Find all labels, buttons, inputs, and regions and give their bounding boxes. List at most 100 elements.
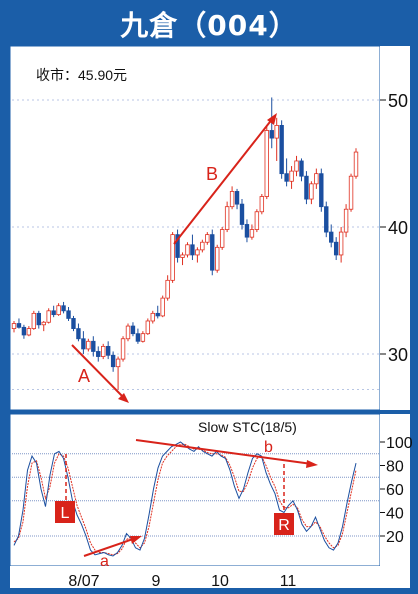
date-label-nov: 11	[280, 573, 297, 590]
candle	[254, 209, 260, 233]
candle	[16, 318, 22, 329]
candle-body	[155, 312, 160, 317]
candle	[343, 204, 349, 238]
page-title: 九倉（004）	[120, 9, 298, 42]
price-tick-label: 40	[388, 218, 408, 238]
candle	[279, 120, 284, 179]
candle-body	[76, 328, 81, 340]
indicator-axis-area	[380, 414, 410, 566]
candle	[61, 301, 66, 314]
annotation-b-upper: B	[206, 164, 218, 184]
candle-body	[145, 320, 151, 335]
date-label-sep: 9	[152, 573, 161, 590]
candle-body	[190, 244, 195, 256]
candle-body	[160, 297, 165, 317]
candle	[130, 322, 136, 337]
candle	[190, 234, 195, 261]
candle	[185, 242, 190, 258]
marker-l-label: L	[61, 505, 70, 522]
candle-body	[81, 338, 86, 350]
candle-body	[41, 321, 46, 326]
candle	[31, 310, 37, 330]
candle	[51, 305, 56, 318]
candle	[21, 324, 27, 339]
candle	[259, 193, 265, 215]
candle	[76, 323, 81, 342]
candle-body	[150, 312, 155, 322]
candle	[274, 117, 279, 161]
trend-arrow-a	[71, 344, 127, 401]
candle-body	[279, 125, 284, 175]
candle	[135, 328, 141, 344]
candle	[86, 338, 91, 352]
candle-body	[110, 354, 116, 368]
candle-body	[319, 173, 324, 208]
candle-body	[115, 358, 121, 368]
candle-body	[299, 160, 304, 177]
candle-body	[170, 234, 175, 281]
candle-body	[229, 191, 235, 208]
candle	[120, 336, 126, 362]
candle-body	[195, 249, 200, 256]
candle-body	[101, 345, 106, 357]
candle	[170, 232, 175, 283]
candle	[294, 155, 299, 177]
candle-body	[234, 191, 240, 205]
candle	[110, 351, 116, 372]
candle	[145, 318, 151, 335]
candle	[314, 168, 319, 189]
candle-body	[353, 151, 359, 177]
candle-body	[314, 173, 319, 185]
candle-body	[185, 244, 190, 256]
candle-body	[46, 310, 51, 323]
candle	[115, 356, 121, 390]
candle	[150, 310, 155, 324]
candle-body	[338, 231, 344, 256]
candle-body	[289, 170, 294, 182]
candle-body	[56, 305, 61, 316]
candle-body	[294, 160, 299, 172]
candle-body	[135, 333, 141, 342]
candle	[329, 224, 334, 248]
candle	[224, 201, 230, 233]
annotation-b: b	[264, 439, 273, 456]
candle-body	[329, 231, 334, 243]
candle	[11, 320, 17, 333]
candle	[353, 148, 359, 179]
candle-body	[71, 318, 76, 330]
candle-body	[343, 208, 349, 233]
candle-body	[86, 340, 91, 350]
candle-body	[205, 234, 210, 243]
candle-body	[348, 175, 354, 210]
stc-tick-label: 20	[386, 529, 404, 546]
candle-body	[309, 183, 314, 200]
price-axis-area	[380, 46, 410, 410]
candle	[304, 171, 309, 205]
date-label-aug: 8/07	[68, 573, 99, 590]
price-gridlines	[12, 99, 380, 391]
candle	[338, 227, 344, 263]
candle	[36, 310, 41, 329]
candle-body	[96, 351, 101, 357]
annotation-a: A	[78, 366, 90, 386]
price-tick-label: 50	[388, 91, 408, 111]
price-panel	[9, 45, 381, 411]
candle-body	[180, 254, 185, 258]
candle-body	[254, 211, 260, 230]
candle	[175, 229, 180, 263]
candle-body	[219, 229, 225, 248]
date-axis-area	[10, 566, 410, 588]
candle	[195, 247, 200, 263]
candle-body	[61, 305, 66, 312]
stc-slow-line	[13, 443, 357, 556]
price-tick-label: 30	[388, 345, 408, 365]
candle	[215, 244, 220, 273]
stc-gridlines	[12, 453, 380, 537]
candle	[71, 315, 76, 332]
candle	[41, 320, 46, 332]
candle-body	[26, 328, 32, 336]
candle	[264, 125, 269, 200]
candle	[229, 186, 235, 210]
candle	[249, 224, 255, 240]
stc-fast-line	[13, 441, 357, 557]
